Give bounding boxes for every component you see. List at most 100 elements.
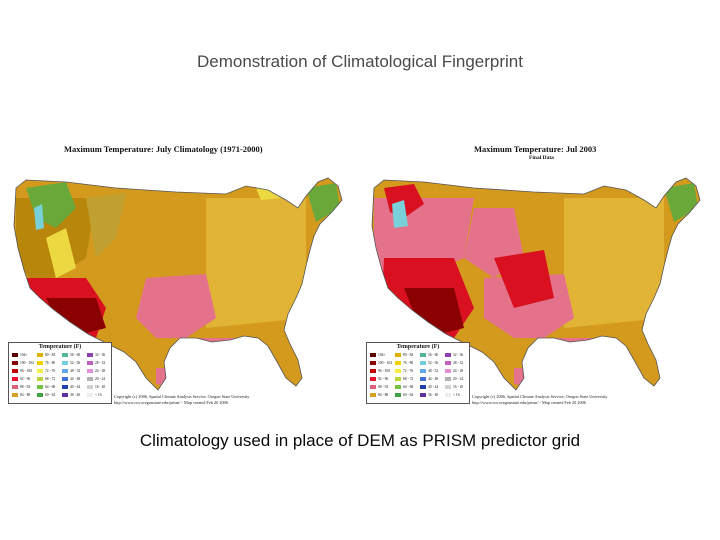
legend-label: 52 - 56 [428,361,439,365]
legend-label: 80 - 84 [45,353,56,357]
legend-swatch [62,393,68,397]
legend-swatch [62,361,68,365]
legend-label: 56 - 60 [428,353,439,357]
legend-label: 88 - 92 [378,385,389,389]
legend-label: 68 - 72 [45,377,56,381]
map-credit-line-1: Copyright (c) 2006, Spatial Climate Anal… [114,394,250,399]
legend-swatch [62,353,68,357]
legend-swatch [420,369,426,373]
map-subtitle: Final Data [529,155,554,161]
legend-label: 104+ [378,353,386,357]
legend-swatch [87,361,93,365]
map-credit-line-1: Copyright (c) 2006, Spatial Climate Anal… [472,394,608,399]
legend-label: 76 - 80 [403,361,414,365]
legend-swatch [37,369,43,373]
legend-label: 40 - 44 [428,385,439,389]
legend-swatch [445,369,451,373]
legend-swatch [370,361,376,365]
legend-label: 72 - 76 [45,369,56,373]
legend-swatch [12,353,18,357]
legend-swatch [62,377,68,381]
legend-swatch [395,361,401,365]
map-credit-line-2: http://www.ocs.oregonstate.edu/prism/ - … [114,400,228,405]
legend-label: 92 - 96 [20,377,31,381]
us-temperature-map-jul-2003 [371,177,701,391]
legend-swatch [12,385,18,389]
legend-label: 40 - 44 [70,385,81,389]
legend-label: 36 - 40 [428,393,439,397]
map-title: Maximum Temperature: Jul 2003 [474,144,597,154]
legend-swatch [445,377,451,381]
legend-swatch [87,369,93,373]
legend-label: 32 - 36 [453,353,464,357]
legend-label: 44 - 48 [428,377,439,381]
legend-swatch [370,369,376,373]
legend-label: 48 - 52 [428,369,439,373]
legend-label: 32 - 36 [95,353,106,357]
legend-label: 36 - 40 [70,393,81,397]
legend-label: 16 - 20 [453,385,464,389]
legend-swatch [370,385,376,389]
legend-label: 64 - 68 [403,385,414,389]
legend-label: 92 - 96 [378,377,389,381]
legend-label: 76 - 80 [45,361,56,365]
slide-title: Demonstration of Climatological Fingerpr… [197,52,523,71]
us-temperature-map-climatology [13,177,343,391]
legend-swatch [87,353,93,357]
legend-swatch [87,393,93,397]
legend-label: 84 - 88 [378,393,389,397]
legend-swatch [370,353,376,357]
legend-swatch [395,385,401,389]
legend-swatch [420,377,426,381]
legend-swatch [370,393,376,397]
legend-label: 56 - 60 [70,353,81,357]
legend-swatch [445,361,451,365]
legend-label: 16 - 20 [95,385,106,389]
map-title: Maximum Temperature: July Climatology (1… [64,144,263,154]
legend-label: 64 - 68 [45,385,56,389]
legend-swatch [395,377,401,381]
legend-label: 104+ [20,353,28,357]
legend-label: 28 - 32 [95,361,106,365]
map-credit-line-2: http://www.ocs.oregonstate.edu/prism/ - … [472,400,586,405]
temperature-legend: Temperature (F) 104+ 100 - 104 96 - 100 92 … [8,342,112,404]
legend-swatch [12,369,18,373]
legend-swatch [12,377,18,381]
legend-swatch [395,369,401,373]
legend-label: 24 - 28 [95,369,106,373]
legend-swatch [445,353,451,357]
legend-label: 88 - 92 [20,385,31,389]
legend-label: 96 - 100 [378,369,390,373]
map-panel-jul-2003: Maximum Temperature: Jul 2003 Final Data… [364,138,720,414]
map-panel-climatology: Maximum Temperature: July Climatology (1… [6,138,363,414]
legend-swatch [12,361,18,365]
legend-label: < 16 [453,393,460,397]
legend-swatch [445,393,451,397]
legend-swatch [37,377,43,381]
legend-label: 44 - 48 [70,377,81,381]
legend-swatch [395,393,401,397]
legend-swatch [12,393,18,397]
legend-label: 24 - 28 [453,369,464,373]
legend-label: 80 - 84 [403,353,414,357]
legend-swatch [62,369,68,373]
slide-caption: Climatology used in place of DEM as PRIS… [139,431,581,450]
legend-swatch [420,385,426,389]
legend-swatch [420,393,426,397]
legend-swatch [37,385,43,389]
legend-label: 20 - 24 [95,377,106,381]
legend-label: 20 - 24 [453,377,464,381]
legend-label: 68 - 72 [403,377,414,381]
legend-label: 48 - 52 [70,369,81,373]
legend-label: 96 - 100 [20,369,32,373]
legend-swatch [87,385,93,389]
temperature-legend: Temperature (F) 104+ 100 - 104 96 - 100 92 … [366,342,470,404]
legend-label: 100 - 104 [378,361,392,365]
legend-grid: 104+ 100 - 104 96 - 100 92 - 96 88 - 92 84 - … [370,353,470,403]
legend-swatch [420,361,426,365]
legend-swatch [62,385,68,389]
legend-label: < 16 [95,393,102,397]
legend-swatch [87,377,93,381]
legend-title: Temperature (F) [38,344,82,350]
legend-grid: 104+ 100 - 104 96 - 100 92 - 96 88 - 92 84 - … [12,353,112,403]
